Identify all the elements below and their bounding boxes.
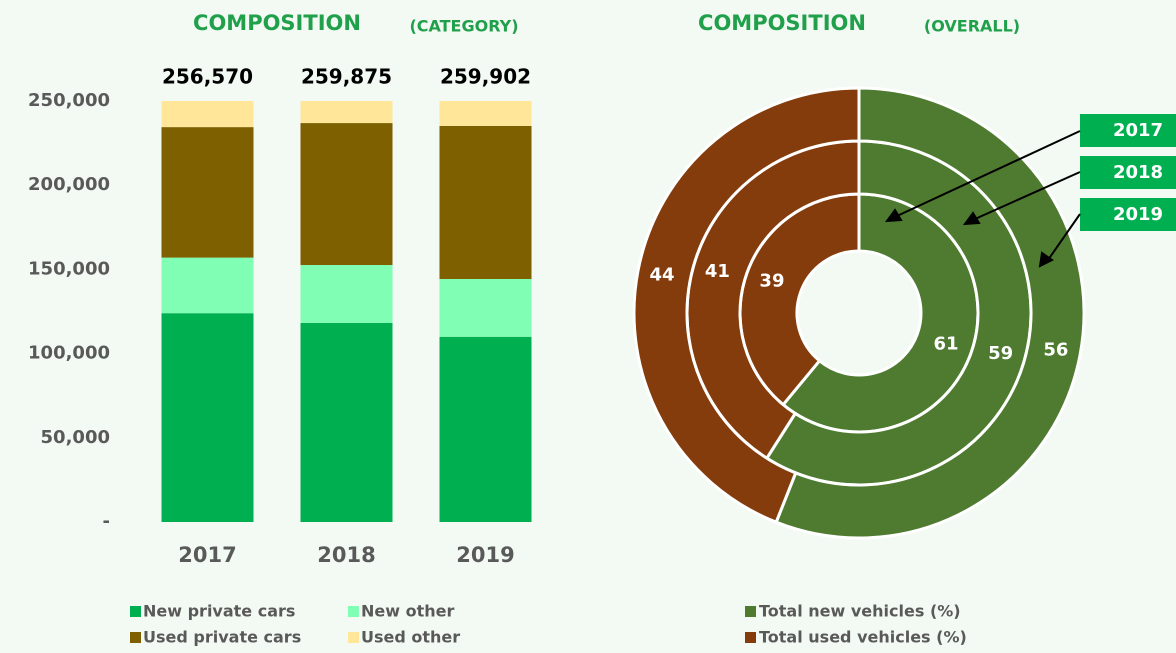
bar-segment xyxy=(300,101,393,124)
legend-swatch xyxy=(130,632,141,643)
legend-label: Total new vehicles (%) xyxy=(759,602,961,621)
bar-segment xyxy=(161,101,254,128)
total-label: 259,875 xyxy=(301,65,392,89)
chart-subtitle: (OVERALL) xyxy=(924,17,1020,36)
callout-label: 2019 xyxy=(1113,204,1163,225)
chart-title: COMPOSITION xyxy=(193,11,361,35)
bar-segment xyxy=(161,313,254,522)
legend-swatch xyxy=(348,606,359,617)
callout-box xyxy=(1080,156,1176,189)
donut-slice xyxy=(774,86,1086,540)
callout-box xyxy=(1080,198,1176,231)
callout-label: 2017 xyxy=(1113,120,1163,141)
bar-segment xyxy=(300,123,393,266)
bar-segment xyxy=(300,265,393,323)
y-tick-label: 250,000 xyxy=(28,90,110,111)
arrow-head xyxy=(962,211,981,226)
slice-label: 44 xyxy=(650,264,675,285)
bar-segment xyxy=(300,322,393,522)
legend-label: Used private cars xyxy=(143,628,301,647)
y-tick-label: 50,000 xyxy=(41,427,110,448)
arrow xyxy=(1047,213,1081,261)
legend-swatch xyxy=(745,606,756,617)
slice-label: 41 xyxy=(705,261,730,282)
bar-segment xyxy=(161,257,254,314)
total-label: 259,902 xyxy=(440,65,531,89)
y-tick-label: 100,000 xyxy=(28,343,110,364)
slice-label: 39 xyxy=(759,271,784,292)
legend-label: New private cars xyxy=(143,602,295,621)
chart-subtitle: (CATEGORY) xyxy=(409,17,518,36)
legend-label: Used other xyxy=(361,628,460,647)
legend-swatch xyxy=(745,632,756,643)
bar-segment xyxy=(161,127,254,258)
bar-segment xyxy=(439,101,532,126)
slice-label: 56 xyxy=(1043,340,1068,361)
bar-segment xyxy=(439,336,532,522)
y-tick-label: 200,000 xyxy=(28,174,110,195)
arrow-head xyxy=(884,208,903,223)
x-tick-label: 2019 xyxy=(456,543,514,567)
callouts xyxy=(884,130,1081,268)
total-label: 256,570 xyxy=(162,65,253,89)
y-tick-label: - xyxy=(103,511,110,532)
y-tick-label: 150,000 xyxy=(28,258,110,279)
bar-segment xyxy=(439,278,532,337)
slice-label: 61 xyxy=(934,333,959,354)
x-tick-label: 2017 xyxy=(178,543,236,567)
bar-segment xyxy=(439,125,532,279)
x-tick-label: 2018 xyxy=(317,543,375,567)
arrow-head xyxy=(1038,251,1054,268)
legend-swatch xyxy=(130,606,141,617)
plot-area xyxy=(161,101,532,522)
arrow xyxy=(896,130,1081,217)
legend-swatch xyxy=(348,632,359,643)
callout-box xyxy=(1080,114,1176,147)
slice-label: 59 xyxy=(988,343,1013,364)
arrow xyxy=(974,171,1081,220)
callout-label: 2018 xyxy=(1113,162,1163,183)
legend-label: New other xyxy=(361,602,454,621)
chart-title: COMPOSITION xyxy=(698,11,866,35)
legend-label: Total used vehicles (%) xyxy=(759,628,967,647)
donut-slice xyxy=(632,86,861,525)
